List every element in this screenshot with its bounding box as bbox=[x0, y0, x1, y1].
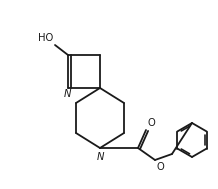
Text: N: N bbox=[63, 89, 71, 99]
Text: O: O bbox=[147, 118, 155, 128]
Text: O: O bbox=[156, 162, 164, 172]
Text: N: N bbox=[96, 152, 104, 162]
Text: HO: HO bbox=[38, 33, 53, 43]
